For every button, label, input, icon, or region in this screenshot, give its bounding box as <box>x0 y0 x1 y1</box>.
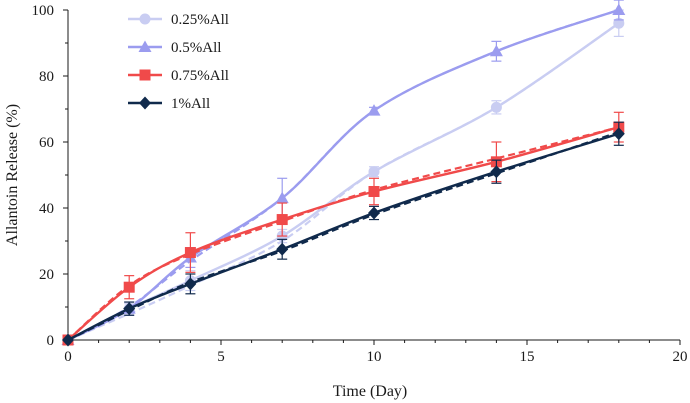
series-line <box>67 8 620 342</box>
x-tick-label: 0 <box>64 349 72 365</box>
x-tick-label: 10 <box>367 349 382 365</box>
data-point <box>367 104 381 116</box>
series-line <box>67 132 620 342</box>
legend-item: 0.5%All <box>128 40 221 56</box>
data-point <box>123 281 135 293</box>
data-point <box>368 206 380 220</box>
series-layer <box>61 0 626 347</box>
y-axis-title: Allantoin Release (%) <box>4 104 21 246</box>
y-tick-label: 60 <box>39 135 54 151</box>
legend-item: 1%All <box>128 96 210 112</box>
data-point <box>276 214 288 226</box>
data-point <box>612 127 625 141</box>
data-point <box>276 242 289 256</box>
axes: 0 5 10 15 20 0 20 40 60 80 100 <box>32 3 688 365</box>
data-point <box>490 101 502 113</box>
x-tick-label: 15 <box>520 349 535 365</box>
data-point <box>368 166 380 178</box>
data-point <box>490 165 503 179</box>
data-point <box>368 186 380 197</box>
y-tick-label: 80 <box>39 69 54 85</box>
data-point <box>275 191 289 204</box>
x-axis-title: Time (Day) <box>333 383 408 400</box>
data-point <box>489 44 503 57</box>
legend-swatch-marker <box>138 40 152 52</box>
legend-swatch-marker <box>139 69 151 81</box>
x-tick-label: 20 <box>673 349 688 365</box>
data-point <box>612 3 626 15</box>
legend-item: 0.25%All <box>128 12 229 28</box>
y-tick-label: 20 <box>39 267 54 283</box>
data-point <box>184 247 196 259</box>
data-point <box>184 277 197 291</box>
fit-curve <box>67 22 620 342</box>
legend-item: 0.75%All <box>128 68 229 84</box>
data-point <box>123 302 136 316</box>
y-tick-label: 0 <box>47 333 55 349</box>
legend-swatch-marker <box>139 96 151 110</box>
series-4 <box>62 121 625 347</box>
legend-label: 0.75%All <box>171 68 229 84</box>
data-point <box>62 333 74 347</box>
legend-label: 0.25%All <box>171 12 229 28</box>
legend-label: 1%All <box>171 96 210 112</box>
x-tick-label: 5 <box>217 349 225 365</box>
fit-curve <box>67 131 620 341</box>
series-3 <box>62 111 625 346</box>
legend-swatch-marker <box>139 13 151 25</box>
legend-label: 0.5%All <box>171 40 221 56</box>
y-tick-label: 40 <box>39 201 54 217</box>
legend: 0.25%All 0.5%All 0.75%All 1%All <box>128 12 229 112</box>
y-tick-label: 100 <box>32 3 55 19</box>
